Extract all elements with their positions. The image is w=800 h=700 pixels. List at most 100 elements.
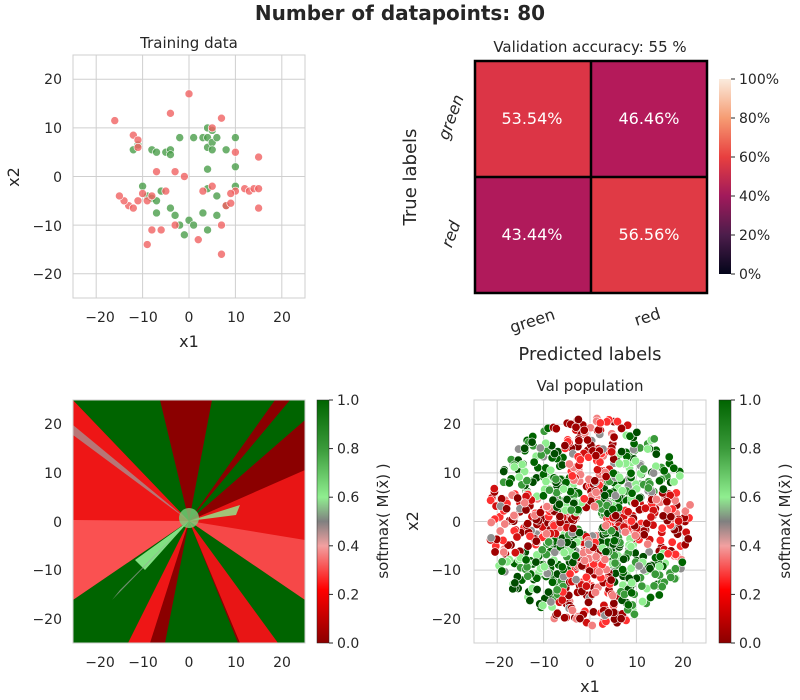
surface-region-soft-red (73, 520, 189, 600)
val-data-point (604, 608, 614, 618)
y-tick-label: 10 (44, 466, 62, 482)
cm-grid-lines (473, 59, 709, 295)
val-data-point (606, 526, 616, 536)
data-point-red (156, 225, 166, 235)
x-tick-label: 10 (628, 655, 646, 671)
x-tick-label: 0 (185, 655, 194, 671)
val-data-point (623, 507, 633, 517)
training-title: Training data (139, 34, 238, 52)
val-data-point (654, 562, 664, 572)
val-data-point (666, 512, 676, 522)
val-data-point (527, 437, 537, 447)
val-data-point (567, 471, 577, 481)
surface-region-green (78, 400, 189, 521)
data-point-red (207, 123, 217, 133)
val-data-point (555, 511, 565, 521)
val-data-point (571, 575, 581, 585)
val-data-point (629, 609, 639, 619)
val-data-point (664, 452, 674, 462)
val-data-point (651, 449, 661, 459)
val-data-point (523, 541, 533, 551)
val-data-point (591, 552, 601, 562)
val-data-point (619, 554, 629, 564)
y-tick-label: −10 (32, 219, 62, 235)
val-data-point (627, 578, 637, 588)
val-data-point (588, 607, 598, 617)
decision-surface-image (73, 400, 305, 643)
colorbar-tick-label: 0.6 (739, 490, 761, 506)
val-data-point (601, 547, 611, 557)
panel-confusion-matrix: Validation accuracy: 55 % 53.54% 46.46% … (400, 38, 779, 365)
val-data-point (626, 516, 636, 526)
data-point-red (180, 172, 189, 181)
panel-decision-surface: −20 −10 0 10 20 20 10 0 −10 −20 0.00.20.… (32, 393, 392, 671)
val-data-point (497, 566, 507, 576)
val-xlabel: x1 (580, 677, 600, 696)
val-data-point (532, 585, 542, 595)
data-point-red (142, 240, 152, 249)
cm-x-category: red (632, 304, 663, 330)
cm-cell-red-red (591, 177, 707, 293)
x-tick-label: 20 (273, 310, 291, 326)
data-point-green (207, 145, 217, 155)
cm-title: Validation accuracy: 55 % (493, 38, 686, 56)
val-data-point (639, 530, 649, 540)
val-data-point (581, 572, 591, 582)
val-data-point (675, 471, 685, 481)
y-tick-label: −10 (431, 563, 461, 579)
val-data-point (662, 497, 672, 507)
val-x-ticks: −20 −10 0 10 20 (484, 655, 692, 671)
val-y-ticks: 20 10 0 −10 −20 (431, 417, 461, 628)
val-data-point (634, 561, 644, 571)
colorbar-tick-label: 0.0 (337, 636, 359, 652)
val-data-point (559, 484, 569, 494)
val-data-point (609, 536, 619, 546)
data-point-red (198, 186, 208, 196)
val-data-point (591, 451, 601, 461)
colorbar-tick-label: 0% (739, 267, 761, 283)
val-data-point (539, 562, 549, 572)
val-data-point (645, 564, 655, 574)
val-data-point (601, 521, 611, 531)
val-data-point (630, 530, 640, 540)
data-point-red (226, 198, 236, 208)
x-tick-label: −10 (529, 655, 559, 671)
val-data-point (595, 457, 605, 467)
val-data-point (559, 548, 569, 558)
val-data-point (566, 505, 576, 515)
val-data-point (594, 567, 604, 577)
data-point-red (170, 220, 180, 230)
val-data-point (525, 531, 535, 541)
val-data-point (637, 581, 647, 591)
val-data-point (617, 447, 627, 457)
data-point-green (180, 230, 189, 240)
data-point-red (226, 189, 236, 198)
cm-xlabel: Predicted labels (518, 344, 661, 365)
x-tick-label: 10 (227, 310, 245, 326)
x-tick-label: −20 (85, 310, 115, 326)
val-data-point (486, 533, 496, 543)
val-data-point (617, 486, 627, 496)
colorbar-tick-label: 40% (739, 189, 770, 205)
cm-y-category: green (434, 92, 468, 142)
val-data-point (590, 587, 600, 597)
colorbar-tick-label: 0.4 (337, 539, 359, 555)
data-point-red (254, 203, 263, 213)
val-colorbar (718, 399, 732, 644)
val-data-point (560, 441, 570, 451)
data-point-red (152, 167, 161, 176)
val-data-point (538, 600, 548, 610)
surface-region-gray (112, 521, 189, 600)
val-data-point (587, 621, 597, 631)
data-point-red (147, 225, 157, 235)
val-data-point (677, 557, 687, 567)
val-data-point (609, 432, 619, 442)
val-data-point (520, 443, 530, 453)
val-data-point (557, 562, 567, 572)
data-point-red (170, 167, 180, 176)
val-points (486, 413, 695, 631)
val-data-point (583, 597, 593, 607)
val-data-point (520, 498, 530, 508)
val-data-point (589, 501, 599, 511)
